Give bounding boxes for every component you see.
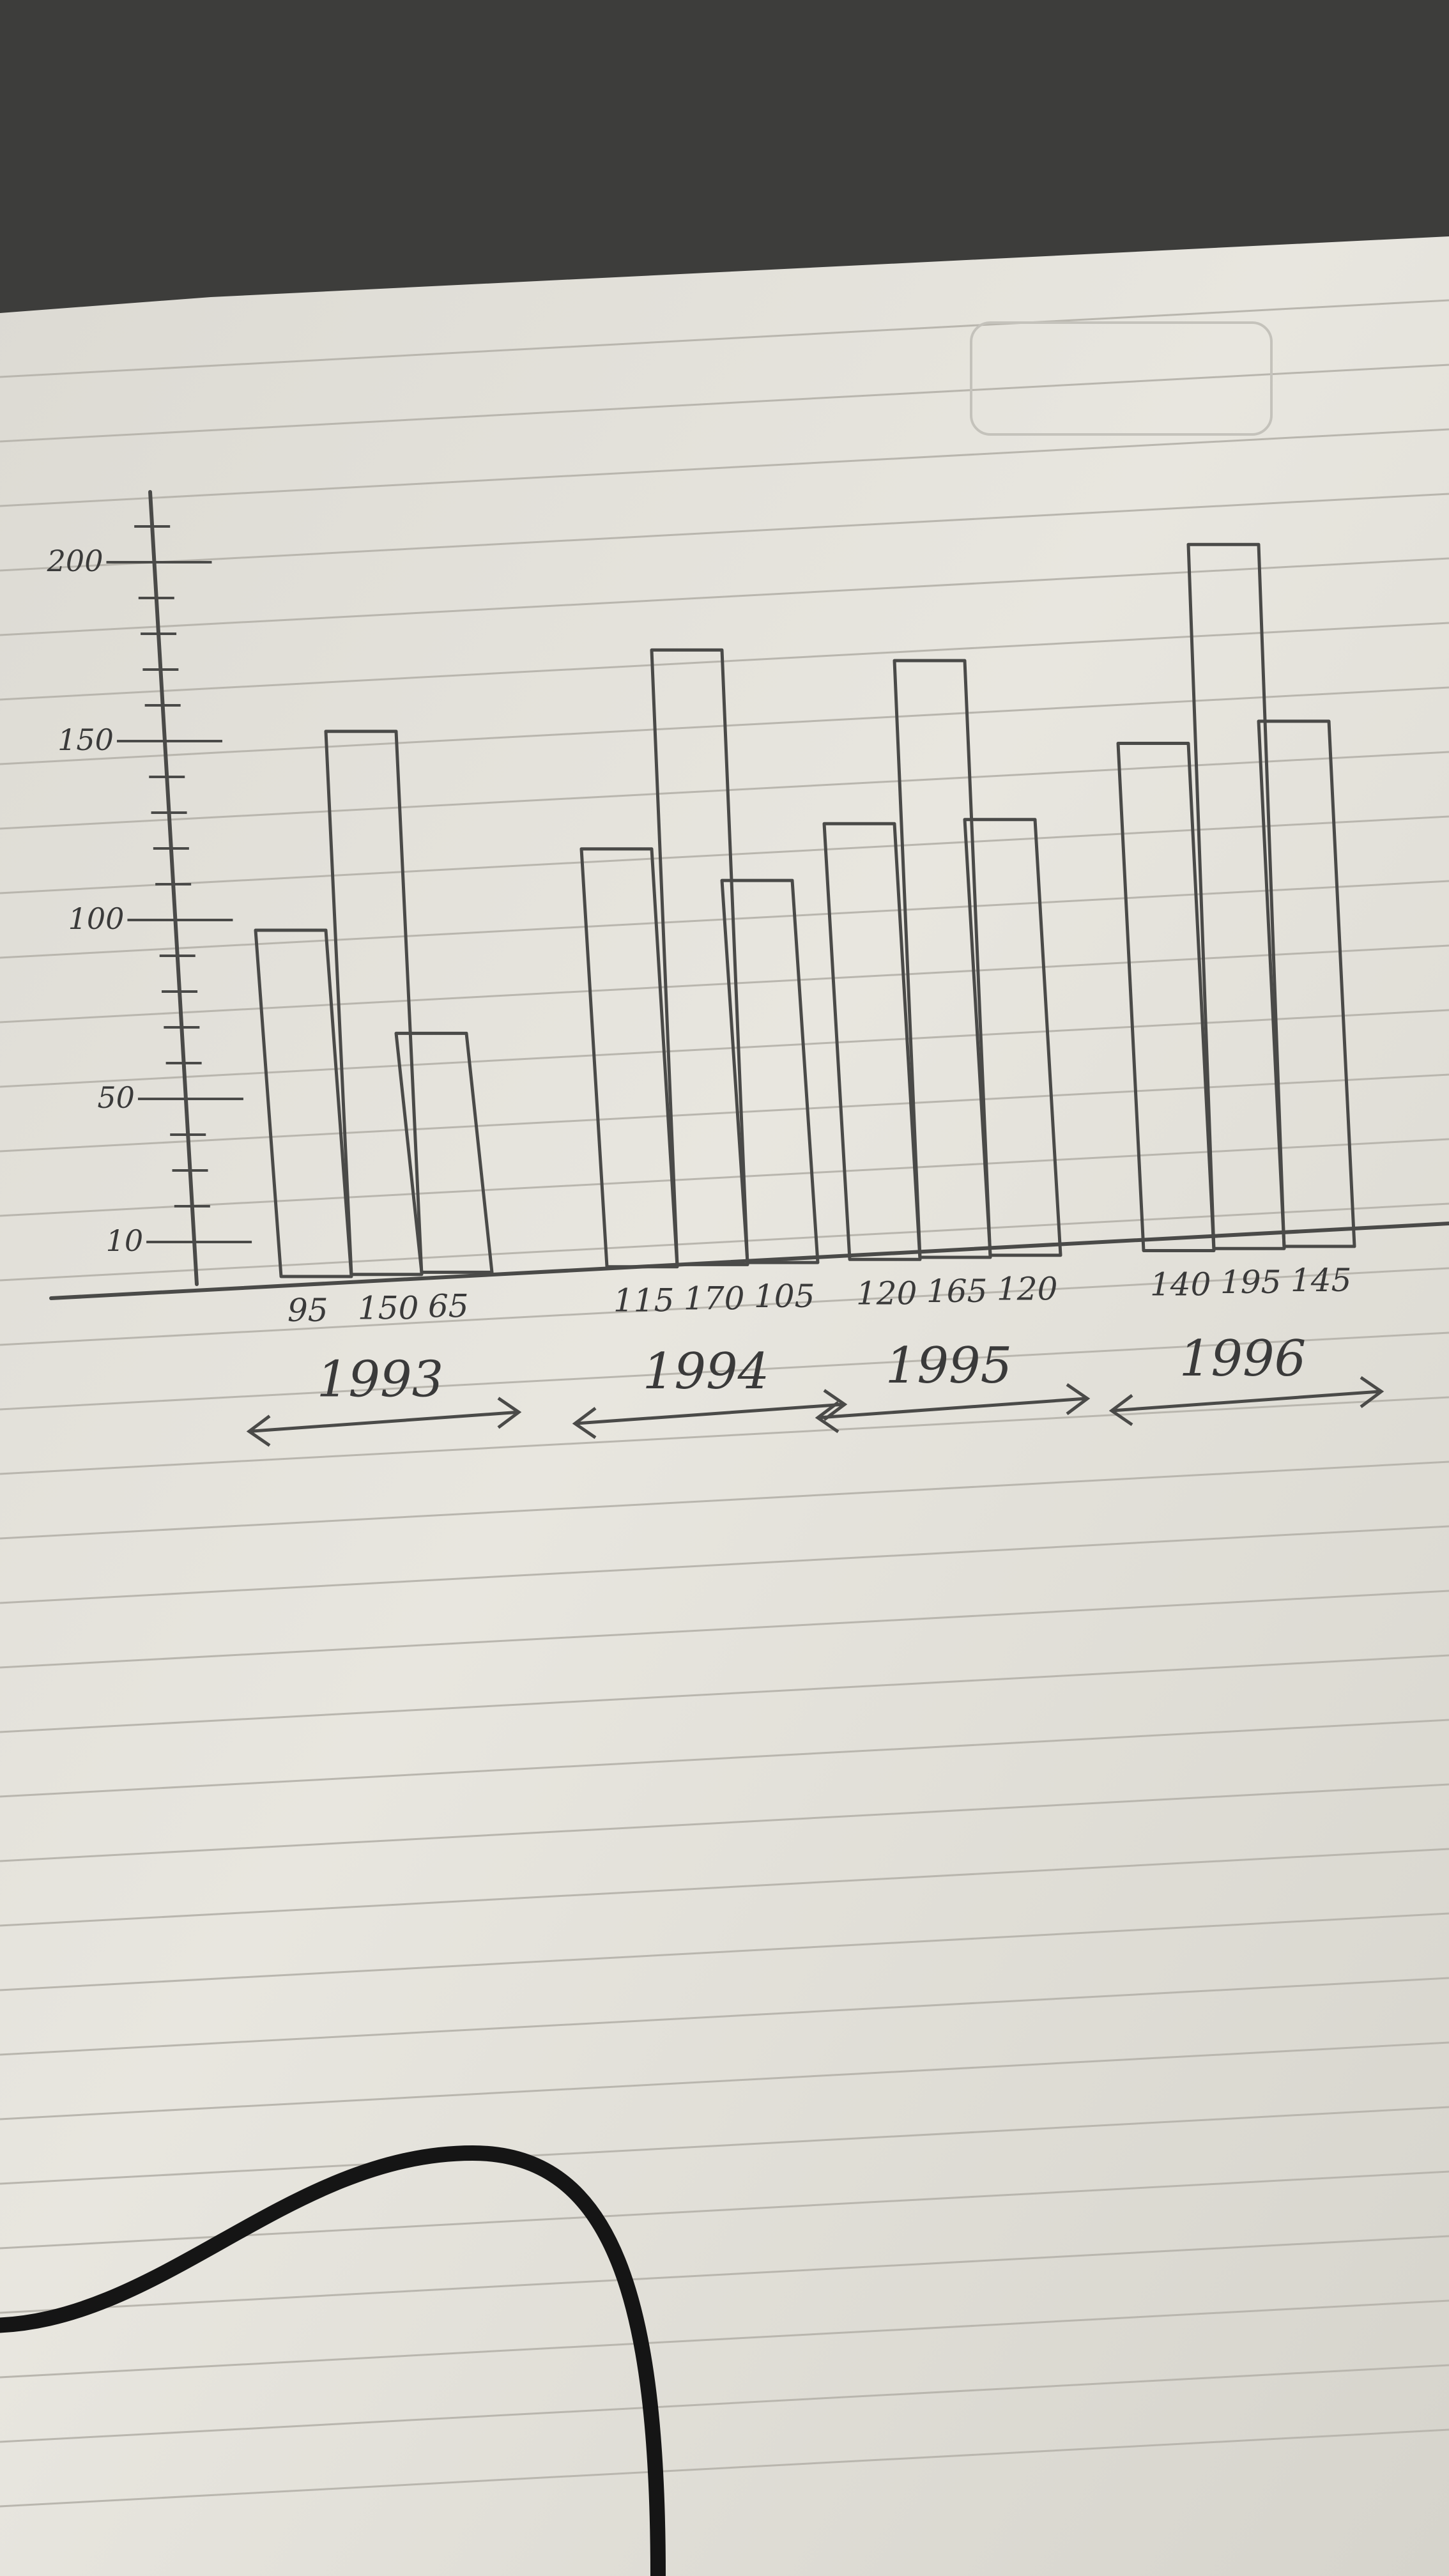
ruled-line — [0, 2235, 1449, 2314]
bar — [963, 818, 1062, 1257]
ruled-line — [0, 1460, 1449, 1540]
bar-value-label: 120 — [856, 1275, 917, 1312]
printed-date-box — [970, 321, 1273, 436]
bar — [394, 1031, 494, 1274]
bar-value-label: 95 — [288, 1292, 328, 1329]
y-tick-label: 50 — [97, 1080, 135, 1115]
ruled-line — [0, 2299, 1449, 2379]
ruled-line — [0, 1719, 1449, 1798]
arrow-head — [1360, 1376, 1384, 1408]
ruled-line — [0, 1396, 1449, 1475]
ruled-line — [0, 1848, 1449, 1927]
bar — [579, 847, 679, 1269]
x-axis — [49, 1222, 1449, 1300]
bar-value-label: 150 — [358, 1290, 418, 1327]
ruled-line — [0, 815, 1449, 894]
ruled-line — [0, 622, 1449, 701]
year-groups: 1993 1994 1995 1996 — [246, 1330, 1384, 1447]
ruled-line — [0, 751, 1449, 830]
year-arrow — [249, 1410, 518, 1433]
ruled-line — [0, 299, 1449, 378]
bar — [254, 928, 353, 1278]
y-tick-label: 100 — [68, 901, 125, 936]
year-label: 1996 — [1179, 1330, 1307, 1388]
ruled-line — [0, 2041, 1449, 2120]
ruled-line — [0, 944, 1449, 1023]
ruled-line — [0, 2364, 1449, 2443]
ruled-line — [0, 493, 1449, 572]
year-arrow — [1111, 1390, 1381, 1413]
arrow-head — [497, 1397, 522, 1429]
arrow-head — [1066, 1383, 1091, 1416]
year-label: 1993 — [317, 1351, 444, 1408]
bar — [650, 648, 749, 1266]
bar-value-label: 145 — [1291, 1262, 1351, 1299]
ruled-line — [0, 2106, 1449, 2185]
y-axis — [148, 490, 199, 1286]
arrow-tail — [572, 1407, 597, 1439]
ruled-line — [0, 428, 1449, 507]
ruled-line — [0, 1009, 1449, 1088]
bar — [324, 730, 424, 1276]
ruled-line — [0, 1590, 1449, 1669]
ruled-line — [0, 1267, 1449, 1346]
ruled-line — [0, 1977, 1449, 2056]
ruled-line — [0, 1783, 1449, 1862]
bar — [822, 822, 922, 1261]
y-tick-label: 150 — [57, 723, 114, 757]
ruled-line — [0, 1912, 1449, 1991]
bar-value-labels: 95 150 65 115 170 105 120 165 120 140 195 145 — [288, 1262, 1351, 1329]
ruled-line — [0, 364, 1449, 443]
y-tick-label: 10 — [106, 1223, 144, 1258]
bar — [1186, 542, 1286, 1250]
ruled-line — [0, 2428, 1449, 2508]
ruled-line — [0, 557, 1449, 636]
ruled-line — [0, 1654, 1449, 1733]
bar-value-label: 140 — [1150, 1266, 1211, 1303]
year-arrow — [574, 1402, 844, 1425]
arrow-tail — [246, 1414, 271, 1447]
arrow-tail — [815, 1401, 839, 1434]
year-arrow — [817, 1397, 1087, 1420]
ruled-line — [0, 1202, 1449, 1282]
y-tick-label: 200 — [47, 544, 103, 578]
ruled-line — [0, 1525, 1449, 1604]
bar — [1257, 719, 1356, 1248]
ruled-line — [0, 1331, 1449, 1411]
bar-value-label: 170 — [684, 1280, 744, 1317]
bar-value-label: 195 — [1220, 1264, 1281, 1301]
arrow-head — [823, 1389, 848, 1422]
bar — [893, 659, 992, 1259]
bar-value-label: 165 — [926, 1273, 987, 1310]
bar — [1116, 742, 1216, 1252]
bar-value-label: 65 — [428, 1287, 469, 1324]
arrow-tail — [1108, 1394, 1133, 1427]
y-ticks: 10 50 100 150 200 — [47, 525, 252, 1258]
notebook-paper — [0, 236, 1449, 2576]
bar-value-label: 105 — [754, 1278, 815, 1315]
year-label: 1995 — [885, 1337, 1013, 1395]
bars — [254, 542, 1356, 1278]
year-label: 1994 — [643, 1343, 770, 1400]
bar-value-label: 115 — [613, 1282, 674, 1319]
bar-value-label: 120 — [997, 1271, 1057, 1308]
bar — [720, 878, 820, 1264]
cable — [0, 2145, 666, 2576]
